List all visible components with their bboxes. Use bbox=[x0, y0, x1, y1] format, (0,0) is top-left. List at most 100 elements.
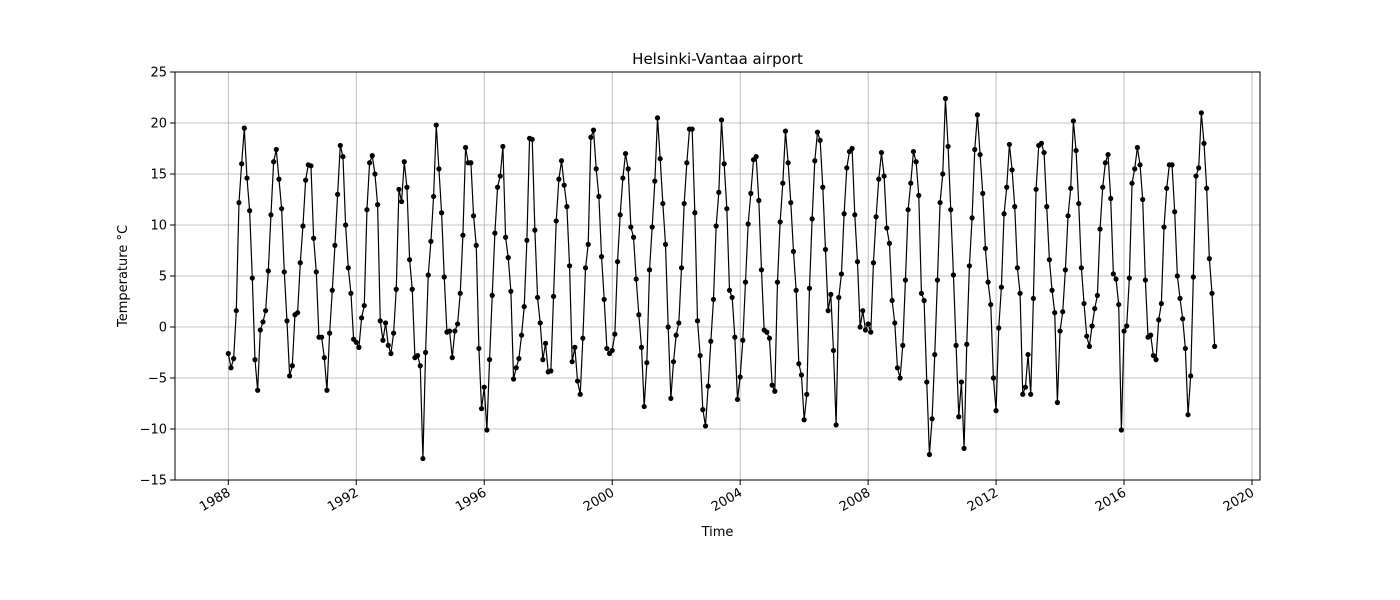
data-point bbox=[345, 265, 351, 271]
data-point bbox=[1185, 412, 1191, 418]
data-point bbox=[1169, 162, 1175, 168]
data-point bbox=[702, 423, 709, 429]
y-tick-label: 15 bbox=[150, 168, 167, 183]
data-point bbox=[518, 332, 525, 338]
data-point bbox=[1113, 276, 1119, 282]
data-point bbox=[1020, 391, 1026, 397]
data-point bbox=[969, 215, 975, 221]
data-point bbox=[460, 232, 466, 238]
data-point bbox=[894, 365, 901, 371]
data-point bbox=[406, 257, 413, 263]
data-point bbox=[484, 427, 490, 433]
data-point bbox=[1044, 204, 1050, 210]
y-axis-label: Temperature °C bbox=[116, 225, 131, 328]
data-point bbox=[1068, 185, 1074, 191]
data-point bbox=[956, 414, 962, 420]
data-point bbox=[430, 193, 437, 200]
data-point bbox=[964, 341, 970, 347]
data-point bbox=[766, 335, 773, 341]
data-point bbox=[577, 391, 583, 397]
data-point bbox=[700, 407, 706, 413]
data-point bbox=[988, 301, 994, 308]
data-point bbox=[652, 178, 658, 184]
data-point bbox=[612, 331, 618, 337]
data-point bbox=[926, 451, 933, 458]
data-point bbox=[961, 445, 967, 451]
data-point bbox=[772, 388, 778, 394]
data-point bbox=[622, 151, 629, 157]
data-point bbox=[404, 184, 410, 190]
data-point bbox=[1038, 140, 1044, 146]
data-point bbox=[1030, 295, 1036, 302]
data-point bbox=[449, 355, 455, 361]
data-point bbox=[974, 112, 981, 118]
data-point bbox=[953, 342, 959, 348]
data-point bbox=[836, 294, 842, 301]
data-point bbox=[1081, 300, 1087, 307]
data-point bbox=[982, 245, 989, 252]
data-point bbox=[958, 379, 965, 385]
data-point bbox=[1180, 316, 1186, 322]
data-point bbox=[705, 383, 711, 389]
data-point bbox=[1097, 226, 1103, 232]
data-point bbox=[1204, 185, 1210, 191]
data-point bbox=[1148, 332, 1154, 338]
data-point bbox=[1150, 352, 1156, 359]
data-point bbox=[782, 128, 789, 134]
data-point bbox=[1004, 184, 1010, 190]
data-point bbox=[1017, 290, 1023, 296]
data-point bbox=[729, 294, 735, 301]
data-point bbox=[825, 308, 831, 314]
data-point bbox=[833, 422, 839, 428]
data-point bbox=[1094, 292, 1100, 298]
data-point bbox=[249, 275, 255, 281]
data-point bbox=[822, 246, 829, 253]
data-point bbox=[726, 287, 733, 293]
data-point bbox=[297, 260, 303, 266]
data-point bbox=[609, 347, 615, 354]
data-point bbox=[694, 318, 701, 324]
data-point bbox=[521, 304, 527, 310]
data-point bbox=[311, 235, 317, 241]
data-point bbox=[372, 171, 378, 177]
data-point bbox=[1062, 267, 1068, 273]
data-point bbox=[233, 308, 239, 314]
data-point bbox=[513, 365, 519, 371]
data-point bbox=[361, 302, 367, 309]
data-point bbox=[420, 455, 426, 462]
data-point bbox=[574, 378, 581, 384]
data-point bbox=[734, 396, 741, 403]
data-point bbox=[886, 240, 893, 246]
series-line bbox=[225, 95, 1218, 462]
data-point bbox=[1070, 118, 1076, 124]
data-point bbox=[396, 186, 402, 192]
data-point bbox=[585, 241, 591, 247]
data-point bbox=[383, 320, 389, 326]
data-point bbox=[367, 160, 373, 166]
data-point bbox=[748, 190, 754, 196]
data-point bbox=[756, 197, 762, 204]
data-point bbox=[377, 318, 383, 324]
data-point bbox=[630, 234, 637, 240]
data-point bbox=[689, 126, 695, 132]
data-point bbox=[580, 335, 586, 341]
y-tick-label: −10 bbox=[140, 423, 167, 438]
data-point bbox=[617, 212, 623, 218]
data-point bbox=[708, 338, 714, 344]
data-point bbox=[1054, 399, 1060, 406]
data-point bbox=[1086, 343, 1092, 349]
data-point bbox=[300, 223, 306, 229]
data-point bbox=[1116, 301, 1122, 308]
data-point bbox=[401, 159, 407, 165]
data-point bbox=[532, 227, 538, 233]
data-point bbox=[1014, 265, 1021, 271]
data-point bbox=[324, 387, 330, 393]
data-point bbox=[1060, 309, 1066, 315]
data-point bbox=[601, 296, 607, 303]
data-point bbox=[993, 408, 999, 414]
data-point bbox=[1142, 277, 1148, 283]
data-point bbox=[476, 345, 482, 352]
data-point bbox=[1012, 204, 1018, 210]
data-point bbox=[468, 160, 474, 166]
data-point bbox=[718, 117, 725, 123]
